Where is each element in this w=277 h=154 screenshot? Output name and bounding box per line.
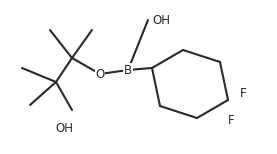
- Text: OH: OH: [55, 122, 73, 135]
- Text: OH: OH: [152, 14, 170, 26]
- Text: O: O: [95, 67, 105, 81]
- Text: F: F: [228, 113, 235, 126]
- Text: B: B: [124, 63, 132, 77]
- Text: F: F: [240, 87, 247, 99]
